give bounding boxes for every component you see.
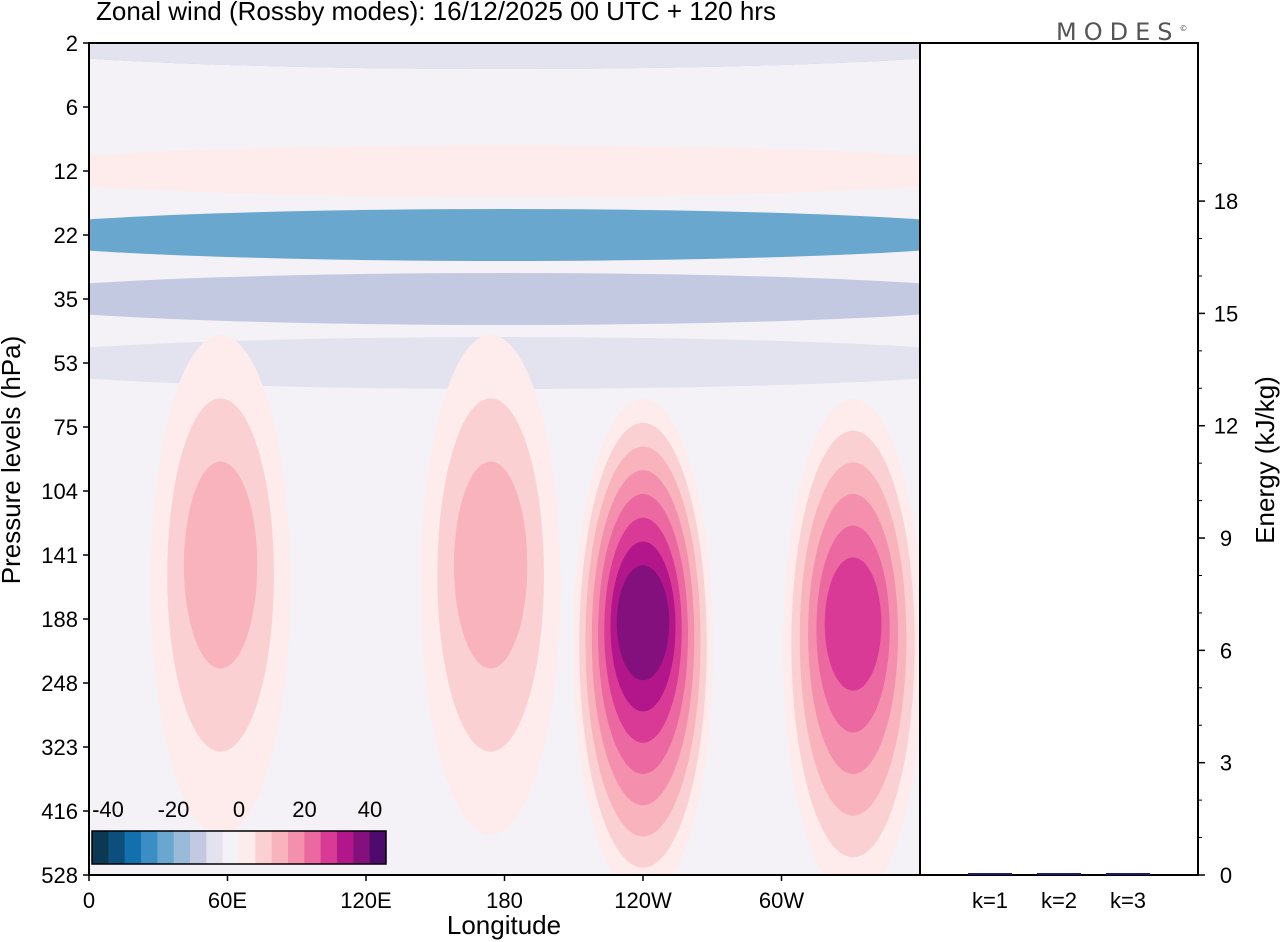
- energy-bar-3: [1106, 873, 1150, 875]
- y-axis: 2 6 12 22 35 53 75 104 141 188 248 323 416 528: [41, 31, 89, 888]
- colorbar: -40 -20 0 20 40: [91, 797, 387, 865]
- bar-y-tick-label: 6: [1220, 638, 1232, 663]
- bar-y-tick-label: 18: [1214, 189, 1238, 214]
- band-22hpa: [89, 209, 920, 261]
- x-tick-label: 120E: [340, 888, 391, 913]
- colorbar-swatch: [320, 831, 338, 864]
- colorbar-swatch: [222, 831, 240, 864]
- colorbar-swatch: [124, 831, 142, 864]
- colorbar-swatch: [271, 831, 289, 864]
- colorbar-tick-label: -20: [158, 797, 190, 822]
- bar-y-tick-label: 9: [1220, 526, 1232, 551]
- bar-x-axis: k=1 k=2 k=3: [972, 888, 1146, 913]
- x-tick-label: 60E: [208, 888, 247, 913]
- colorbar-swatch: [190, 831, 207, 864]
- colorbar-tick-label: 40: [358, 797, 382, 822]
- colorbar-swatch: [288, 831, 305, 864]
- x-tick-label: 0: [83, 888, 95, 913]
- x-axis-label: Longitude: [447, 910, 561, 940]
- bar-y-tick-label: 0: [1220, 863, 1232, 888]
- max-175e-contour-2: [453, 461, 528, 669]
- y-tick-label: 416: [41, 799, 78, 824]
- y-tick-label: 53: [54, 351, 78, 376]
- bar-y-tick-label: 12: [1214, 414, 1238, 439]
- x-tick-label: 60W: [759, 888, 804, 913]
- colorbar-swatch: [337, 831, 354, 864]
- maxima-contours: [150, 335, 920, 875]
- y-axis-label: Pressure levels (hPa): [0, 336, 26, 585]
- colorbar-swatch: [157, 831, 175, 864]
- energy-bar-2: [1037, 873, 1081, 875]
- max-45w-contour-5: [824, 557, 882, 691]
- y-tick-label: 35: [54, 287, 78, 312]
- colorbar-tick-label: -40: [92, 797, 124, 822]
- colorbar-swatch: [304, 831, 322, 864]
- energy-bars: [968, 873, 1150, 875]
- y-tick-label: 141: [41, 543, 78, 568]
- y-tick-label: 12: [54, 159, 78, 184]
- x-tick-label: 180: [486, 888, 523, 913]
- colorbar-frame: [91, 830, 387, 865]
- energy-bar-1: [968, 873, 1012, 875]
- colorbar-swatch: [353, 831, 371, 864]
- brand-mark: ©: [1179, 24, 1188, 33]
- x-axis: 0 60E 120E 180 120W 60W: [83, 875, 804, 913]
- colorbar-labels: -40 -20 0 20 40: [92, 797, 382, 822]
- x-tick-label: 120W: [614, 888, 672, 913]
- y-tick-label: 528: [41, 863, 78, 888]
- brand-logo: MODES©: [1056, 18, 1187, 46]
- max-120w-contour-7: [616, 565, 670, 681]
- colorbar-swatches: [92, 831, 387, 864]
- colorbar-swatch: [108, 831, 126, 864]
- y-tick-label: 75: [54, 415, 78, 440]
- y-tick-label: 2: [66, 31, 78, 56]
- colorbar-tick-label: 0: [233, 797, 245, 822]
- band-35hpa: [89, 273, 920, 325]
- y-tick-label: 22: [54, 223, 78, 248]
- colorbar-swatch: [92, 831, 109, 864]
- brand-text: MODES: [1056, 18, 1180, 46]
- zonal-bands: [89, 43, 920, 453]
- bar-y-axis-label: Energy (kJ/kg): [1250, 376, 1280, 544]
- band-12hpa: [89, 145, 920, 197]
- band-6hpa: [89, 81, 920, 133]
- bar-y-tick-label: 3: [1220, 751, 1232, 776]
- band-17hpa: [89, 43, 920, 69]
- colorbar-swatch: [369, 831, 387, 864]
- y-tick-label: 6: [66, 95, 78, 120]
- bar-x-tick-label: k=2: [1041, 888, 1077, 913]
- bar-chart-frame: [919, 42, 1199, 876]
- colorbar-tick-label: 20: [292, 797, 316, 822]
- y-tick-label: 104: [41, 479, 78, 504]
- colorbar-swatch: [141, 831, 158, 864]
- y-tick-label: 188: [41, 607, 78, 632]
- bar-x-tick-label: k=3: [1110, 888, 1146, 913]
- max-60e-contour-2: [183, 461, 258, 669]
- heatmap-field: [89, 43, 920, 875]
- colorbar-swatch: [255, 831, 273, 864]
- bar-y-tick-label: 15: [1214, 301, 1238, 326]
- y-tick-label: 248: [41, 671, 78, 696]
- y-tick-label: 323: [41, 735, 78, 760]
- colorbar-swatch: [239, 831, 256, 864]
- bar-x-tick-label: k=1: [972, 888, 1008, 913]
- energy-bar-chart: k=1 k=2 k=3 0 3 6 9 12 15 18 Energy (kJ/kg): [919, 42, 1280, 913]
- chart-title: Zonal wind (Rossby modes): 16/12/2025 00…: [96, 0, 776, 26]
- colorbar-swatch: [206, 831, 224, 864]
- heatmap-plot: 0 60E 120E 180 120W 60W 2 6 12 22 35 53 75 104 141 188…: [0, 31, 921, 940]
- colorbar-swatch: [173, 831, 191, 864]
- bar-y-axis: 0 3 6 9 12 15 18: [1198, 163, 1238, 888]
